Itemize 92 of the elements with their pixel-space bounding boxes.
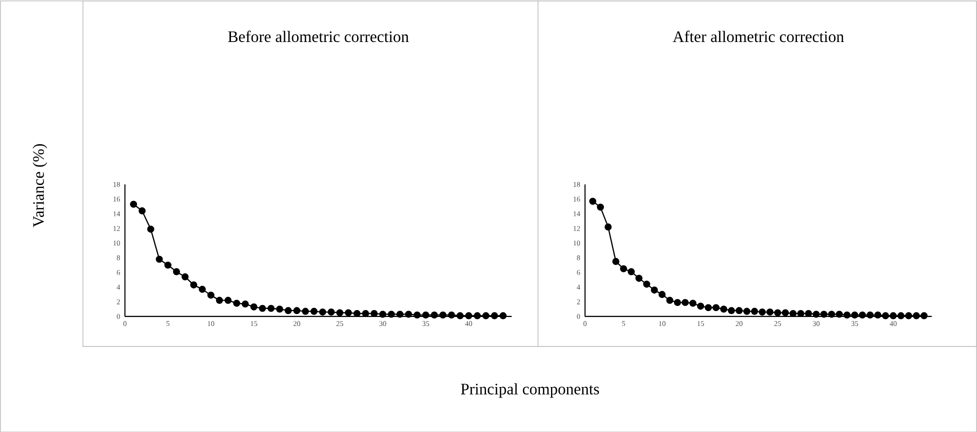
point [474, 312, 481, 320]
point [589, 198, 596, 205]
point [720, 305, 728, 312]
point [682, 298, 689, 306]
point [658, 290, 666, 298]
point [448, 311, 456, 318]
point [138, 207, 146, 214]
point [882, 312, 890, 320]
point [812, 310, 820, 318]
point [302, 308, 309, 315]
point [242, 300, 249, 308]
chart-title: After allometric correction [672, 30, 844, 42]
point [728, 306, 735, 314]
point [689, 300, 696, 307]
point [370, 310, 378, 317]
point [751, 308, 758, 315]
point [890, 312, 897, 320]
point [344, 309, 352, 316]
point [362, 310, 370, 317]
point [851, 311, 858, 318]
point [620, 265, 628, 272]
point [224, 296, 232, 304]
point [430, 311, 438, 318]
point [207, 291, 214, 299]
point [310, 308, 318, 315]
point [414, 311, 421, 318]
point [897, 312, 904, 320]
chart-title: Before allometric correction [228, 30, 409, 42]
point [293, 306, 300, 314]
point [704, 304, 712, 311]
point [635, 274, 642, 282]
point [736, 306, 743, 314]
point [828, 310, 836, 318]
point [604, 223, 612, 230]
point [758, 308, 766, 316]
point [233, 300, 240, 307]
point [284, 306, 292, 314]
point [490, 312, 498, 320]
point [797, 310, 804, 317]
point [628, 268, 635, 276]
point [843, 311, 851, 318]
point [866, 311, 874, 318]
point [774, 309, 782, 316]
point [666, 296, 674, 304]
point [874, 311, 882, 318]
point [216, 296, 224, 304]
point [268, 304, 275, 312]
point [858, 311, 866, 318]
point [482, 312, 490, 320]
point [396, 310, 404, 318]
point [500, 312, 507, 320]
point [164, 261, 172, 268]
point [182, 273, 189, 280]
point [276, 305, 284, 312]
point [422, 311, 430, 318]
point [804, 310, 812, 317]
point [674, 298, 682, 306]
point [836, 310, 843, 318]
point [766, 308, 774, 316]
point [198, 286, 206, 293]
point [353, 310, 361, 317]
point [912, 312, 920, 320]
point [190, 281, 198, 288]
point [643, 280, 650, 288]
point [156, 256, 163, 263]
point [743, 308, 750, 315]
point [920, 312, 928, 320]
point [405, 310, 412, 318]
point [258, 304, 266, 312]
point [328, 308, 335, 316]
point [596, 203, 604, 211]
point [612, 258, 620, 265]
y-axis-title: Variance (%) [32, 144, 48, 228]
point [439, 311, 446, 318]
point [456, 312, 464, 320]
point [250, 303, 258, 310]
point [820, 310, 828, 318]
point [465, 312, 472, 320]
point [172, 268, 180, 276]
point [147, 225, 154, 233]
point [130, 200, 138, 208]
point [336, 309, 344, 316]
point [712, 304, 720, 311]
point [388, 310, 395, 318]
point [379, 310, 386, 318]
point [319, 308, 326, 316]
point [782, 309, 789, 316]
point [697, 302, 704, 310]
point [905, 312, 912, 320]
point [790, 310, 797, 317]
point [650, 286, 658, 294]
x-axis-title: Principal components [460, 383, 600, 398]
